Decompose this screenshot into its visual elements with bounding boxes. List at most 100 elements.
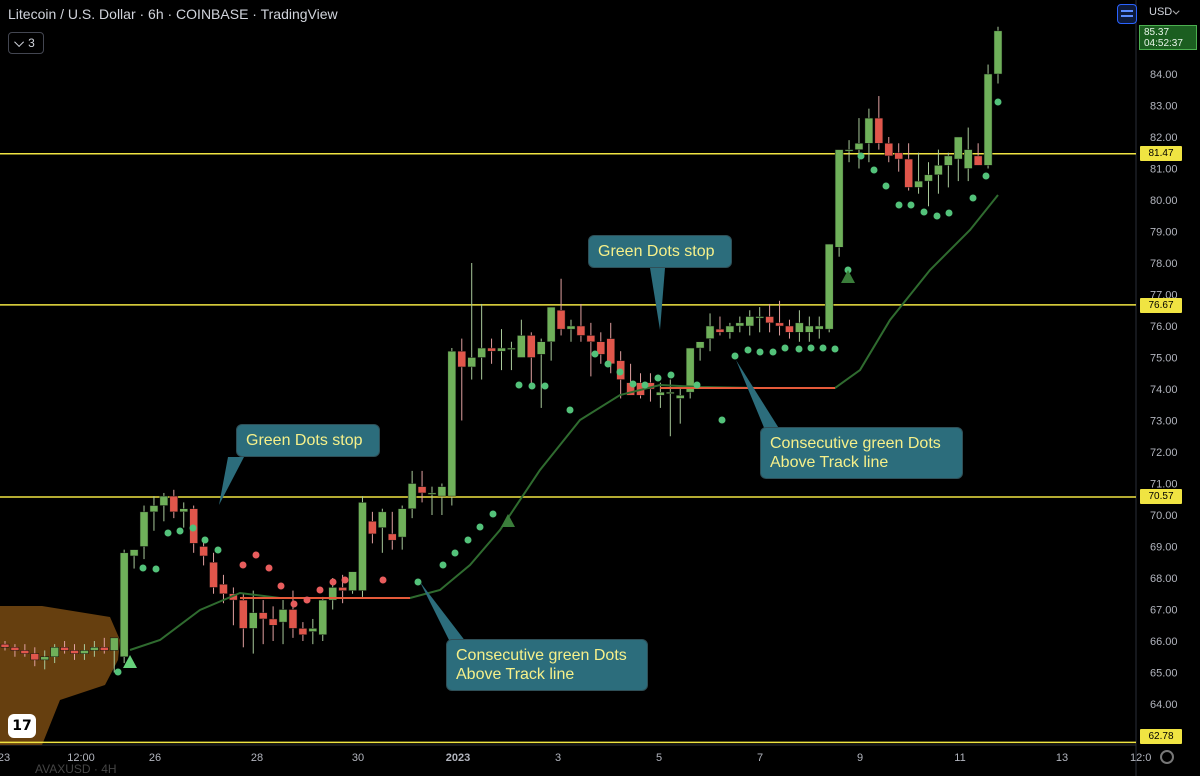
green-stop-dot [476,523,484,531]
green-stop-dot [731,352,739,360]
candle-body [586,335,596,343]
green-stop-dot [667,371,675,379]
red-stop-dot [341,576,349,584]
y-tick-label: 73.00 [1150,416,1178,428]
candle-body [100,647,109,651]
y-tick-label: 65.00 [1150,668,1178,680]
red-stop-dot [252,551,260,559]
candle-body [119,552,129,657]
candle-body [536,341,546,355]
red-stop-dot [379,576,387,584]
candle-body [30,653,40,661]
green-stop-dot [907,201,915,209]
green-stop-dot [933,212,941,220]
green-stop-dot [189,524,197,532]
candle-body [685,347,695,393]
green-stop-dot [882,182,890,190]
green-stop-dot [591,350,599,358]
candle-body [944,155,953,166]
y-tick-label: 68.00 [1150,573,1178,585]
candle-body [487,347,496,352]
buy-signal-triangle-icon [123,655,137,668]
y-tick-label: 80.00 [1150,195,1178,207]
red-stop-dot [239,561,247,569]
caret-down-icon [1172,7,1180,15]
layout-icon[interactable] [1117,4,1137,24]
y-tick-label: 66.00 [1150,636,1178,648]
candle-body [358,502,367,591]
green-stop-dot [201,536,209,544]
candle-body [298,628,308,635]
candle-body [10,647,20,651]
green-stop-dot [756,348,764,356]
callout-text: Consecutive green Dots Above Track line [770,435,941,471]
callout-green-dots-stop: Green Dots stop [588,235,732,268]
candle-body [705,325,715,339]
candle-body [417,486,427,494]
candle-body [328,587,337,601]
candle-body [775,322,784,327]
candle-body [656,391,665,396]
candle-body [983,73,993,166]
candle-body [388,533,397,541]
candle-body [60,647,69,651]
candle-body [278,609,288,623]
callout-consecutive-dots: Consecutive green Dots Above Track line [446,639,648,691]
candle-body [109,637,119,651]
candle-body [368,521,377,535]
green-stop-dot [114,668,122,676]
candle-body [199,546,208,557]
candle-body [249,612,258,629]
green-stop-dot [629,380,637,388]
y-tick-label: 81.00 [1150,164,1178,176]
callout-pointer [219,457,244,505]
green-stop-dot [693,381,701,389]
green-stop-dot [176,527,184,535]
candle-body [884,143,894,157]
green-stop-dot [139,564,147,572]
candle-body [258,612,268,620]
gear-icon[interactable] [1160,750,1174,764]
x-tick-label: 28 [251,752,263,764]
candle-body [447,350,457,497]
y-tick-label: 76.00 [1150,321,1178,333]
indicator-count: 3 [28,36,35,50]
green-stop-dot [781,344,789,352]
indicators-toggle-button[interactable]: 3 [8,32,44,54]
candle-body [318,599,328,635]
candle-body [50,647,59,657]
candle-body [507,347,516,350]
y-tick-label: 67.00 [1150,605,1178,617]
level-tag: 81.47 [1140,146,1182,161]
green-stop-dot [945,209,953,217]
current-price-tag: 85.37 04:52:37 [1139,25,1197,50]
candle-body [894,152,903,160]
callout-pointer [420,582,466,642]
candle-body [20,650,30,654]
green-stop-dot [920,208,928,216]
chart-title: Litecoin / U.S. Dollar · 6h · COINBASE ·… [8,6,338,22]
buy-signal-triangle-icon [841,270,855,283]
secondary-symbol-label: AVAXUSD · 4H [35,762,117,776]
currency-selector[interactable]: USD [1149,6,1180,18]
candle-body [397,508,407,538]
candle-body [695,341,705,349]
candle-body [139,511,149,547]
candle-body [596,341,606,355]
y-tick-label: 75.00 [1150,353,1178,365]
candle-body [497,347,506,352]
candle-body [785,325,794,333]
green-stop-dot [616,368,624,376]
y-tick-label: 84.00 [1150,69,1178,81]
candle-body [765,316,774,324]
candle-body [735,322,745,327]
candle-body [904,158,913,188]
candle-body [527,335,536,358]
y-tick-label: 78.00 [1150,258,1178,270]
candle-body [338,587,347,591]
candle-body [467,357,476,368]
x-tick-label: 12:0 [1130,752,1151,764]
green-stop-dot [807,344,815,352]
candle-body [795,322,804,333]
